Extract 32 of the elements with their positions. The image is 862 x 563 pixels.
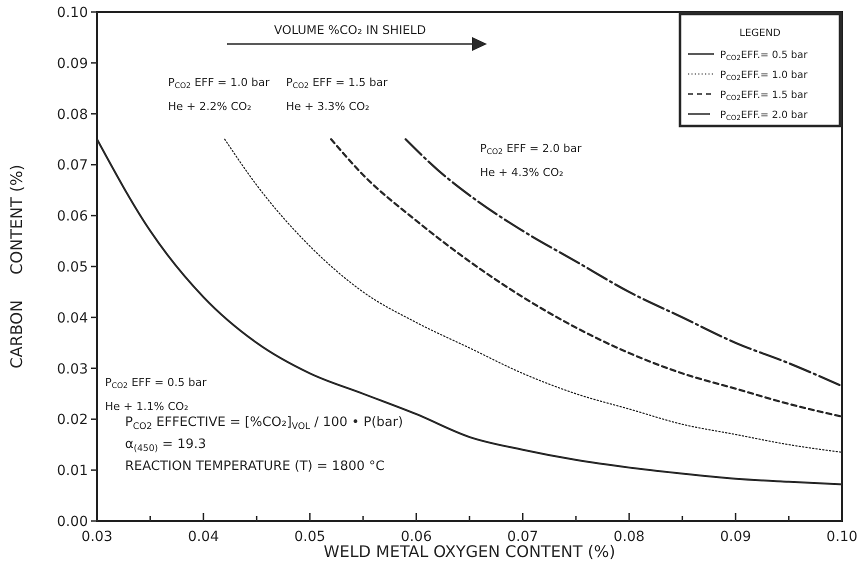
y-tick-label: 0.02	[56, 412, 88, 428]
x-tick-label: 0.03	[81, 529, 113, 545]
y-tick-label: 0.10	[56, 5, 88, 21]
legend-label: P$_{CO2}$EFF.= 0.5 bar	[720, 50, 808, 62]
annotation: VOLUME %CO₂ IN SHIELD	[274, 23, 426, 37]
x-tick-label: 0.07	[507, 529, 538, 545]
x-axis-title: WELD METAL OXYGEN CONTENT (%)	[324, 542, 616, 561]
x-tick-label: 0.04	[188, 529, 220, 545]
annotation: P$_{CO2}$ EFF = 1.5 bar He + 3.3% CO₂	[286, 76, 388, 113]
y-tick-label: 0.05	[56, 260, 88, 276]
y-tick-label: 0.09	[56, 56, 88, 72]
y-tick-label: 0.08	[56, 106, 88, 123]
x-tick-label: 0.08	[614, 529, 645, 545]
x-tick-label: 0.05	[294, 529, 326, 545]
text: P$_{CO2}$ EFFECTIVE = [%CO₂]$_{VOL}$ / 100 • P(bar) α$_{(450)}$ = 19.3 REACTION TEMPERATURE (T) = 1800 °C	[125, 415, 404, 474]
y-tick-label: 0.06	[56, 208, 88, 225]
y-tick-label: 0.03	[56, 361, 88, 378]
x-tick-label: 0.09	[720, 529, 752, 545]
y-tick-label: 0.01	[56, 463, 88, 480]
annotation: P$_{CO2}$ EFF = 0.5 bar He + 1.1% CO₂	[105, 376, 207, 413]
y-axis-title: CARBON CONTENT (%)	[7, 164, 26, 369]
annotation: P$_{CO2}$ EFF = 1.0 bar He + 2.2% CO₂	[168, 76, 270, 113]
x-tick-label: 0.06	[400, 529, 432, 545]
legend-label: P$_{CO2}$EFF.= 1.0 bar	[720, 70, 808, 82]
x-tick-label: 0.10	[826, 529, 858, 545]
legend-label: P$_{CO2}$EFF.= 1.5 bar	[720, 90, 808, 102]
y-tick-label: 0.00	[56, 514, 88, 530]
legend-label: P$_{CO2}$EFF.= 2.0 bar	[720, 110, 808, 122]
annotation: P$_{CO2}$ EFF = 2.0 bar He + 4.3% CO₂	[480, 142, 582, 179]
legend-title: LEGEND	[739, 28, 781, 39]
y-tick-label: 0.07	[56, 158, 88, 174]
y-tick-label: 0.04	[56, 310, 88, 326]
